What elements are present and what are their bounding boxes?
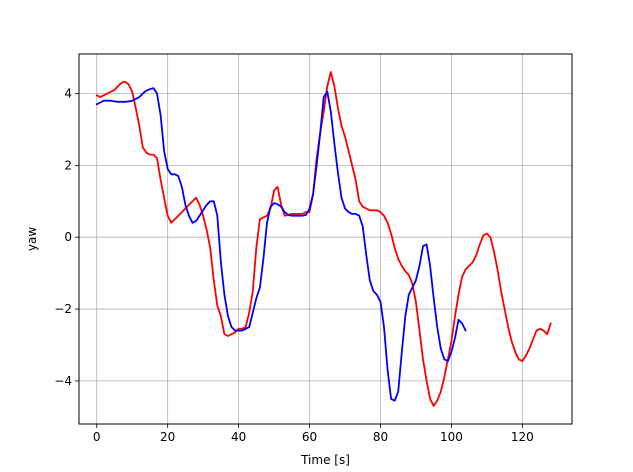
x-tick-label: 60 [302, 430, 317, 444]
x-tick-label: 0 [93, 430, 101, 444]
x-tick-label: 120 [511, 430, 534, 444]
y-tick-label: −2 [54, 302, 72, 316]
x-axis-ticks: 0 20 40 60 80 100 120 [93, 424, 534, 444]
x-tick-label: 100 [440, 430, 463, 444]
y-axis-ticks: −4 −2 0 2 4 [54, 87, 79, 388]
axes-frame [78, 53, 573, 425]
y-tick-label: 4 [64, 87, 72, 101]
y-tick-label: −4 [54, 374, 72, 388]
y-tick-label: 0 [64, 230, 72, 244]
x-tick-label: 20 [160, 430, 175, 444]
series-lines [95, 71, 552, 407]
y-axis-label: yaw [25, 227, 39, 251]
series-line-2 [95, 87, 467, 402]
x-tick-label: 40 [231, 430, 246, 444]
series-line-1 [95, 71, 552, 407]
x-tick-label: 80 [373, 430, 388, 444]
x-axis-label: Time [s] [300, 453, 350, 467]
y-tick-label: 2 [64, 158, 72, 172]
